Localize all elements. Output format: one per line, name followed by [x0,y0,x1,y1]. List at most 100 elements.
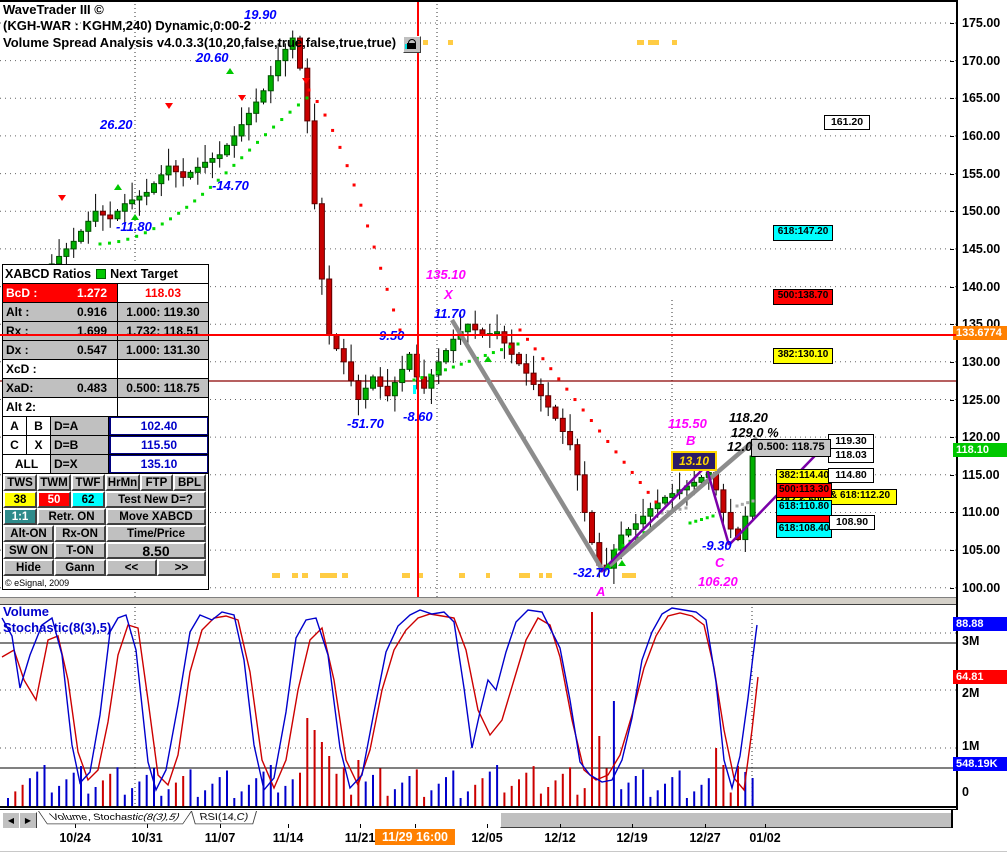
volume-bars-layer [7,612,754,806]
table-button-ftp[interactable]: FTP [140,474,173,491]
point-price-cell: 135.10 [109,455,208,473]
xabcd-header-left: XABCD Ratios [5,267,92,281]
date-tick-mark [560,824,561,828]
table-button-62[interactable]: 62 [71,491,105,508]
point-price-cell: 102.40 [109,417,208,435]
indicator-panel[interactable]: Volume Stochastic(8(3),5) [0,603,956,808]
b-swing-value-label: 13.10 [671,451,717,471]
table-button-retr-on[interactable]: Retr. ON [37,508,106,525]
button-row: TWS TWM TWF HrMn FTP BPL [3,474,208,491]
date-tick-label: 10/24 [59,831,91,845]
date-tick-label: 11/21 [344,831,376,845]
table-button-rx-on[interactable]: Rx-ON [54,525,106,542]
table-button-move-xabcd[interactable]: Move XABCD [106,508,206,525]
fib-level-label: & 618:112.20 [823,489,897,505]
price-tick-mark [950,173,954,175]
date-tick-mark [220,824,221,828]
fib-level-label: 618:147.20 [773,225,833,241]
lock-shackle-icon [408,39,416,45]
button-row: Hide Gann << >> [3,559,208,576]
projection-label: 118.20 [729,410,768,425]
tab-volume-stochastic[interactable]: Volume, Stochastic(8(3),5) [38,811,192,825]
ratios-indicator-icon[interactable] [96,269,107,279]
tab-scroll-left-button[interactable]: ◀ [2,812,20,829]
price-axis[interactable]: 175.00 170.00 165.00 160.00 155.00 150.00 145.… [950,0,1007,810]
ratio-name: Alt 2: [6,400,36,414]
ratio-row: XaD: 0.483 0.500: 118.75 [3,379,208,398]
ratio-name: BcD : [6,286,38,300]
projection-label: 12.0 [727,439,753,454]
ratio-label-cell: XaD: 0.483 [3,379,117,397]
table-button-test-new-d-[interactable]: Test New D=? [105,491,206,508]
fib-level-label: 500:113.30 [776,483,832,498]
ratio-name: XcD : [6,362,37,376]
point-cell[interactable]: B [27,417,51,435]
ratio-label-cell: Alt 2: [3,398,117,416]
crosshair-vertical [417,0,419,598]
ratio-label-cell: XcD : [3,360,117,378]
ratio-name: Alt : [6,305,30,319]
lock-icon[interactable] [403,36,421,53]
ratio-row: Dx : 0.547 1.000: 131.30 [3,341,208,360]
button-row: 38 50 62 Test New D=? [3,491,208,508]
price-tick-label: 120.00 [962,430,1001,445]
ratio-row: Alt : 0.916 1.000: 119.30 [3,303,208,322]
point-cell[interactable]: ALL [3,455,51,473]
stochastic-volume-chart [0,603,956,808]
date-tick-label: 12/19 [616,831,648,845]
price-chart-panel[interactable]: WaveTrader III © (KGH-WAR : KGHM,240) Dy… [0,0,956,598]
table-button-1-1[interactable]: 1:1 [3,508,37,525]
point-cell[interactable]: C [3,436,27,454]
table-button-8-50[interactable]: 8.50 [106,542,206,559]
tab-scroll-right-button[interactable]: ▶ [19,812,37,829]
symbol-interval-title: (KGH-WAR : KGHM,240) Dynamic,0:00-2 [3,18,251,33]
volume-tick-label: 2M [962,686,980,700]
table-button-bpl[interactable]: BPL [173,474,206,491]
date-tick-mark [765,824,766,828]
table-button-twf[interactable]: TWF [71,474,105,491]
price-tick-mark [950,550,954,552]
tab-rsi[interactable]: RSI(14,C) [191,811,257,825]
price-tick-mark [950,98,954,100]
ratio-label-cell: BcD : 1.272 [3,284,117,302]
price-target-box: 108.90 [829,515,875,530]
ratio-value: 1.272 [76,286,107,300]
point-cell[interactable]: A [3,417,27,435]
table-button-hrmn[interactable]: HrMn [105,474,140,491]
current-bar-date-badge: 11/29 16:00 [374,829,456,845]
lock-glint-icon [405,44,407,49]
date-tick-mark [75,824,76,828]
signal-price-badge: 118.10 [953,443,1007,458]
swing-value-label: 20.60 [196,50,229,65]
table-button-t-on[interactable]: T-ON [54,542,106,559]
price-target-box: 114.80 [828,468,874,483]
table-button-gann[interactable]: Gann [54,559,106,576]
swing-value-label: -14.70 [212,178,249,193]
table-button-sw-on[interactable]: SW ON [3,542,54,559]
xad-target-label: 0.500: 118.75 [751,439,831,457]
copyright-text: © eSignal, 2009 [5,577,70,588]
table-button-tws[interactable]: TWS [3,474,37,491]
ratio-value: 0.483 [76,381,107,395]
point-cell[interactable]: X [27,436,51,454]
table-button--[interactable]: << [106,559,157,576]
price-tick-label: 110.00 [962,505,1000,520]
horizontal-scrollbar[interactable] [500,812,952,828]
table-button-hide[interactable]: Hide [3,559,54,576]
date-axis[interactable]: 10/24 10/31 11/07 11/14 11/21 11/29 16:00 12/0… [0,824,1007,852]
table-button-50[interactable]: 50 [37,491,71,508]
swing-value-label: -9.30 [702,538,732,553]
table-button-alt-on[interactable]: Alt-ON [3,525,54,542]
price-tick-label: 105.00 [962,543,1001,558]
price-target-box: 119.30 [828,434,874,449]
table-button--[interactable]: >> [157,559,206,576]
table-button-twm[interactable]: TWM [37,474,71,491]
ratio-name: Dx : [6,343,29,357]
price-tick-mark [950,60,954,62]
panel-splitter[interactable] [0,597,956,605]
table-button-38[interactable]: 38 [3,491,37,508]
xabcd-point-label: X [444,287,453,302]
indicator-value-badge: 88.88 [953,617,1007,631]
table-button-time-price[interactable]: Time/Price [106,525,206,542]
